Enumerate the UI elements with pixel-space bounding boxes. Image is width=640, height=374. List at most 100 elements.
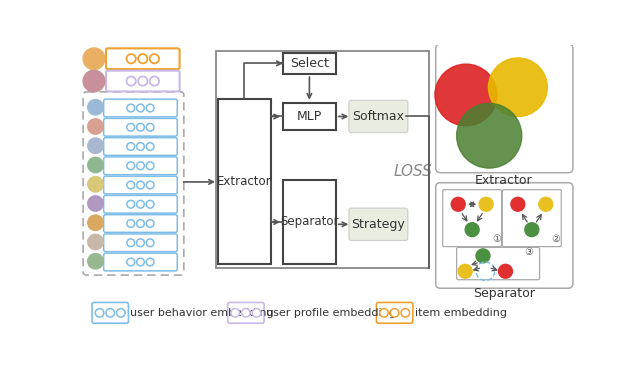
FancyBboxPatch shape bbox=[218, 99, 271, 264]
Text: Separator: Separator bbox=[473, 286, 535, 300]
Text: user profile embedding: user profile embedding bbox=[266, 308, 396, 318]
FancyBboxPatch shape bbox=[104, 215, 177, 232]
Circle shape bbox=[479, 197, 493, 211]
Circle shape bbox=[401, 309, 410, 317]
Circle shape bbox=[147, 200, 154, 208]
Circle shape bbox=[147, 104, 154, 112]
Circle shape bbox=[88, 157, 103, 173]
Circle shape bbox=[138, 76, 147, 86]
Circle shape bbox=[136, 200, 145, 208]
FancyBboxPatch shape bbox=[283, 180, 336, 264]
FancyBboxPatch shape bbox=[104, 138, 177, 155]
Circle shape bbox=[83, 48, 105, 70]
FancyBboxPatch shape bbox=[502, 190, 561, 246]
Circle shape bbox=[88, 177, 103, 192]
Circle shape bbox=[252, 309, 260, 317]
Circle shape bbox=[525, 223, 539, 237]
Circle shape bbox=[127, 258, 134, 266]
Circle shape bbox=[88, 119, 103, 134]
Text: Select: Select bbox=[290, 57, 329, 70]
Circle shape bbox=[147, 181, 154, 189]
FancyBboxPatch shape bbox=[92, 303, 129, 323]
Circle shape bbox=[127, 104, 134, 112]
FancyBboxPatch shape bbox=[104, 176, 177, 194]
Text: LOSS: LOSS bbox=[394, 165, 433, 180]
Circle shape bbox=[127, 142, 134, 150]
Circle shape bbox=[458, 264, 472, 278]
Circle shape bbox=[476, 249, 490, 263]
FancyBboxPatch shape bbox=[457, 247, 540, 280]
Circle shape bbox=[127, 220, 134, 227]
Circle shape bbox=[451, 197, 465, 211]
Circle shape bbox=[127, 162, 134, 170]
Text: ③: ③ bbox=[524, 247, 533, 257]
FancyBboxPatch shape bbox=[436, 44, 573, 173]
Circle shape bbox=[150, 54, 159, 63]
FancyBboxPatch shape bbox=[436, 183, 573, 288]
Circle shape bbox=[499, 264, 513, 278]
FancyBboxPatch shape bbox=[228, 303, 264, 323]
Text: Strategy: Strategy bbox=[351, 218, 405, 231]
Circle shape bbox=[136, 104, 145, 112]
Circle shape bbox=[106, 309, 115, 317]
Circle shape bbox=[136, 142, 145, 150]
FancyBboxPatch shape bbox=[283, 53, 336, 74]
Circle shape bbox=[88, 234, 103, 250]
Circle shape bbox=[127, 76, 136, 86]
Circle shape bbox=[127, 123, 134, 131]
FancyBboxPatch shape bbox=[104, 196, 177, 213]
FancyBboxPatch shape bbox=[349, 208, 408, 240]
FancyBboxPatch shape bbox=[106, 71, 180, 92]
Text: Extractor: Extractor bbox=[475, 174, 532, 187]
Circle shape bbox=[147, 162, 154, 170]
Circle shape bbox=[435, 64, 497, 126]
Text: Extractor: Extractor bbox=[217, 175, 271, 188]
Circle shape bbox=[136, 162, 145, 170]
Text: MLP: MLP bbox=[297, 110, 322, 123]
Circle shape bbox=[136, 220, 145, 227]
Circle shape bbox=[241, 309, 250, 317]
Circle shape bbox=[147, 142, 154, 150]
Circle shape bbox=[138, 54, 147, 63]
Circle shape bbox=[88, 215, 103, 230]
Circle shape bbox=[457, 103, 522, 168]
Circle shape bbox=[147, 258, 154, 266]
Circle shape bbox=[539, 197, 553, 211]
Circle shape bbox=[127, 54, 136, 63]
FancyBboxPatch shape bbox=[104, 99, 177, 117]
FancyBboxPatch shape bbox=[443, 190, 502, 246]
FancyBboxPatch shape bbox=[106, 48, 180, 69]
Circle shape bbox=[147, 123, 154, 131]
Circle shape bbox=[150, 76, 159, 86]
Circle shape bbox=[390, 309, 399, 317]
Circle shape bbox=[88, 254, 103, 269]
FancyBboxPatch shape bbox=[104, 157, 177, 175]
Circle shape bbox=[511, 197, 525, 211]
Text: Softmax: Softmax bbox=[353, 110, 404, 123]
Circle shape bbox=[88, 99, 103, 115]
FancyBboxPatch shape bbox=[283, 102, 336, 131]
Text: ②: ② bbox=[552, 234, 560, 244]
Circle shape bbox=[488, 58, 547, 116]
Circle shape bbox=[127, 181, 134, 189]
Circle shape bbox=[127, 200, 134, 208]
Circle shape bbox=[88, 196, 103, 211]
Circle shape bbox=[147, 239, 154, 246]
Text: ①: ① bbox=[492, 234, 500, 244]
Circle shape bbox=[83, 70, 105, 92]
Circle shape bbox=[116, 309, 125, 317]
Circle shape bbox=[136, 239, 145, 246]
Circle shape bbox=[136, 181, 145, 189]
Circle shape bbox=[136, 258, 145, 266]
Circle shape bbox=[88, 138, 103, 153]
Text: item embedding: item embedding bbox=[415, 308, 507, 318]
Circle shape bbox=[127, 239, 134, 246]
FancyBboxPatch shape bbox=[104, 119, 177, 136]
Circle shape bbox=[147, 220, 154, 227]
Circle shape bbox=[95, 309, 104, 317]
FancyBboxPatch shape bbox=[104, 253, 177, 271]
Circle shape bbox=[380, 309, 388, 317]
Text: Separator: Separator bbox=[280, 215, 339, 229]
FancyBboxPatch shape bbox=[349, 100, 408, 133]
FancyBboxPatch shape bbox=[104, 234, 177, 252]
